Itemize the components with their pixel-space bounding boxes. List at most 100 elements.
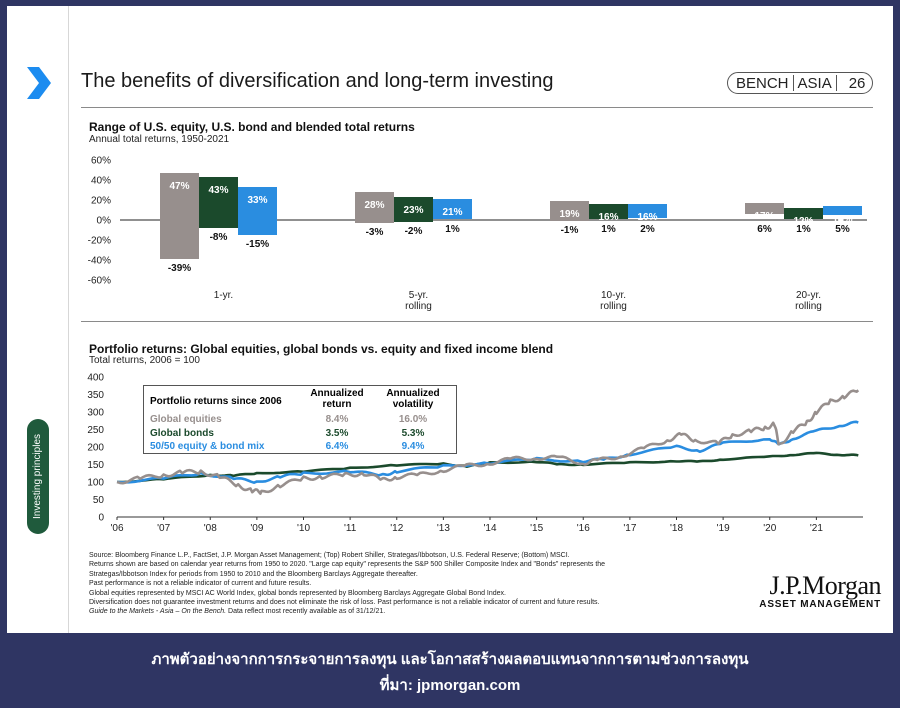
top-chart-title: Range of U.S. equity, U.S. bond and blen… [89, 120, 415, 134]
x-category-label: rolling [795, 301, 822, 312]
x-tick-label: '12 [390, 523, 403, 534]
y-tick-label: 200 [87, 443, 104, 454]
source-notes: Source: Bloomberg Finance L.P., FactSet,… [89, 551, 729, 617]
y-tick-label: -20% [88, 236, 111, 247]
series-line [117, 451, 859, 484]
logo-name: J.P.Morgan [769, 571, 881, 600]
min-data-label: -2% [405, 226, 423, 237]
range-bar [823, 206, 862, 215]
min-data-label: 1% [445, 224, 460, 235]
x-tick-label: '13 [437, 523, 450, 534]
max-data-label: 43% [208, 185, 228, 196]
source-line: Source: Bloomberg Finance L.P., FactSet,… [89, 552, 570, 559]
bottom-chart-subtitle: Total returns, 2006 = 100 [89, 355, 200, 366]
source-guide-line: Guide to the Markets - Asia – On the Ben… [89, 608, 386, 616]
max-data-label: 17% [754, 211, 774, 222]
range-bar [433, 199, 472, 219]
x-tick-label: '21 [810, 523, 823, 534]
top-chart-subtitle: Annual total returns, 1950-2021 [89, 134, 230, 145]
max-data-label: 19% [559, 209, 579, 220]
min-data-label: 1% [796, 224, 811, 235]
x-category-label: rolling [600, 301, 627, 312]
x-category-label: 5-yr. [409, 290, 428, 301]
range-bar [784, 208, 823, 219]
x-tick-label: '18 [670, 523, 683, 534]
x-tick-label: '16 [577, 523, 590, 534]
y-tick-label: 150 [87, 460, 104, 471]
min-data-label: 1% [601, 224, 616, 235]
source-line: Strategas/Ibbotson Index for periods fro… [89, 570, 418, 578]
badge-asia: ASIA [797, 74, 832, 92]
x-category-label: 1-yr. [214, 290, 233, 301]
row-volatility: 16.0% [398, 414, 428, 425]
range-bar [550, 201, 589, 221]
y-tick-label: 50 [93, 495, 105, 506]
range-bar [589, 204, 628, 219]
chevron-right-icon [27, 67, 51, 99]
range-bar [355, 192, 394, 223]
y-tick-label: 300 [87, 408, 104, 419]
series-line [116, 389, 860, 496]
max-data-label: 28% [364, 200, 384, 211]
max-data-label: 14% [832, 214, 852, 225]
min-data-label: 5% [835, 224, 850, 235]
bottom-chart-title: Portfolio returns: Global equities, glob… [89, 342, 554, 356]
table-header-volatility: Annualized volatility [386, 388, 440, 410]
x-tick-label: '17 [623, 523, 636, 534]
x-tick-label: '15 [530, 523, 543, 534]
row-name: 50/50 equity & bond mix [150, 441, 265, 452]
x-category-label: 10-yr. [601, 290, 626, 301]
min-data-label: 6% [757, 224, 772, 235]
min-data-label: -8% [210, 232, 228, 243]
table-header-return: Annualized return [310, 388, 364, 410]
row-return: 3.5% [325, 428, 349, 439]
max-data-label: 16% [598, 212, 618, 223]
caption-line-2: ที่มา: jpmorgan.com [379, 677, 521, 694]
y-tick-label: -40% [88, 256, 111, 267]
slide: Investing principles The benefits of div… [7, 6, 893, 633]
bottom-line-chart: 400 350 300 250 200 150 100 50 0 '06 '07 '08 '09 '10 '… [87, 373, 863, 534]
max-data-label: 23% [403, 205, 423, 216]
badge-bench: BENCH [736, 74, 789, 92]
page-title: The benefits of diversification and long… [81, 70, 554, 92]
returns-table: Portfolio returns since 2006 Annualized r… [143, 385, 457, 454]
x-tick-label: '10 [297, 523, 310, 534]
x-tick-label: '07 [157, 523, 170, 534]
y-tick-label: 250 [87, 425, 104, 436]
y-tick-label: 100 [87, 478, 104, 489]
min-data-label: -1% [561, 225, 579, 236]
section-divider [81, 321, 873, 322]
y-tick-label: -60% [88, 276, 111, 287]
row-volatility: 9.4% [401, 441, 425, 452]
y-tick-label: 60% [91, 156, 111, 167]
caption-line-1: ภาพตัวอย่างจากการกระจายการลงทุน และโอกาส… [151, 651, 749, 668]
range-bar [238, 187, 277, 235]
y-tick-label: 0% [97, 216, 112, 227]
logo-sub: ASSET MANAGEMENT [759, 599, 881, 610]
row-return: 8.4% [325, 414, 349, 425]
range-bar [199, 177, 238, 228]
page-number: 26 [848, 74, 866, 92]
min-data-label: -39% [168, 263, 191, 274]
x-tick-label: '11 [344, 523, 357, 534]
y-tick-label: 400 [87, 373, 104, 384]
x-category-label: rolling [405, 301, 432, 312]
y-tick-label: 20% [91, 196, 111, 207]
min-data-label: -3% [366, 227, 384, 238]
page-badge: BENCH ASIA 26 [727, 72, 873, 94]
x-tick-label: '19 [717, 523, 730, 534]
max-data-label: 16% [637, 212, 657, 223]
x-tick-label: '08 [204, 523, 217, 534]
x-category-label: 20-yr. [796, 290, 821, 301]
row-name: Global bonds [150, 428, 214, 439]
range-bar [745, 203, 784, 214]
y-tick-label: 350 [87, 390, 104, 401]
min-data-label: -15% [246, 239, 269, 250]
x-tick-label: '06 [110, 523, 123, 534]
top-bar-chart: 60% 40% 20% 0% -20% -40% -60% 47% -39% 28% -3% 19% -… [88, 156, 867, 312]
max-data-label: 21% [442, 207, 462, 218]
row-name: Global equities [150, 414, 222, 425]
max-data-label: 33% [247, 195, 267, 206]
max-data-label: 12% [793, 216, 813, 227]
range-bar [628, 204, 667, 218]
